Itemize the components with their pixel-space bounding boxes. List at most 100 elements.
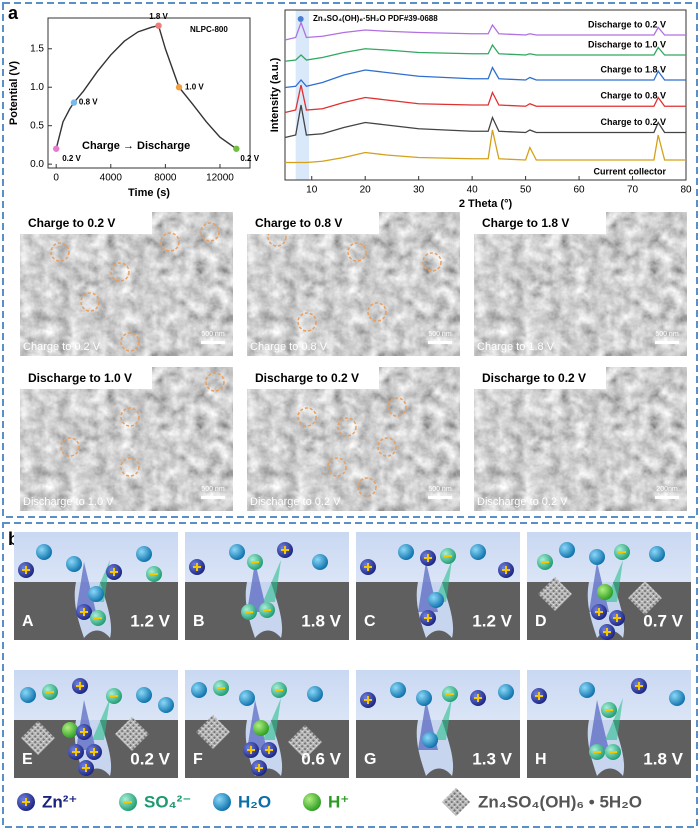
panel-voltage: 0.6 V bbox=[301, 749, 341, 768]
x-tick-label: 8000 bbox=[154, 173, 177, 184]
series-label: Charge to 1.8 V bbox=[600, 64, 666, 74]
highlight-circle bbox=[347, 242, 367, 262]
beam bbox=[434, 560, 452, 602]
x-tick-label: 30 bbox=[413, 185, 425, 196]
panel-letter: A bbox=[22, 613, 34, 630]
highlight-circle bbox=[377, 437, 397, 457]
x-tick-label: 70 bbox=[627, 185, 639, 196]
curve bbox=[55, 24, 237, 150]
highlight-circle bbox=[297, 312, 317, 332]
highlight-circle bbox=[80, 292, 100, 312]
y-tick-label: 1.5 bbox=[30, 43, 44, 54]
sem-title: Charge to 0.2 V bbox=[28, 216, 115, 230]
ion bbox=[498, 684, 514, 700]
y-tick-label: 0.0 bbox=[30, 159, 44, 170]
panel-voltage: 0.7 V bbox=[643, 611, 683, 630]
ion bbox=[589, 549, 605, 565]
ion bbox=[62, 722, 78, 738]
series-label: Charge to 0.8 V bbox=[600, 91, 666, 101]
panel-frame bbox=[2, 522, 698, 828]
sem-photo bbox=[474, 212, 687, 356]
annotation: NLPC-800 bbox=[190, 25, 228, 34]
beam bbox=[92, 698, 110, 740]
scale-label: 500 nm bbox=[428, 486, 452, 493]
ion bbox=[669, 690, 685, 706]
beam bbox=[263, 560, 281, 602]
highlight-circle bbox=[50, 242, 70, 262]
beam bbox=[434, 698, 452, 740]
ion bbox=[20, 687, 36, 703]
schematic-panel: G 1.3 V bbox=[356, 670, 520, 778]
beam bbox=[589, 700, 609, 750]
highlight-circle bbox=[337, 417, 357, 437]
sem-photo bbox=[20, 212, 233, 356]
highlight-circle bbox=[110, 262, 130, 282]
scale-label: 200nm bbox=[656, 486, 678, 493]
panel-letter: D bbox=[535, 613, 547, 630]
sem-caption: Discharge to 0.2 V bbox=[477, 496, 568, 508]
sem-photo bbox=[247, 212, 460, 356]
ion bbox=[416, 690, 432, 706]
ion bbox=[597, 584, 613, 600]
annotation: Zn₄SO₄(OH)₆·5H₂O PDF#39-0688 bbox=[313, 14, 438, 23]
ion bbox=[136, 546, 152, 562]
beam bbox=[605, 698, 623, 740]
xrd-curve bbox=[284, 65, 686, 89]
schematic-panel: F 0.6 V bbox=[185, 670, 349, 778]
x-tick-label: 0 bbox=[53, 173, 59, 184]
legend-label: Zn₄SO₄(OH)₆ • 5H₂O bbox=[478, 792, 642, 811]
schematic-panel: A 1.2 V bbox=[14, 532, 178, 640]
scale-label: 500 nm bbox=[201, 486, 225, 493]
ion bbox=[428, 592, 444, 608]
highlight-circle bbox=[160, 232, 180, 252]
ion bbox=[312, 554, 328, 570]
x-tick-label: 10 bbox=[306, 185, 318, 196]
ion bbox=[88, 586, 104, 602]
panel-label: b bbox=[8, 529, 19, 549]
panel-letter: H bbox=[535, 751, 547, 768]
ion bbox=[398, 544, 414, 560]
schematic-panel: D 0.7 V bbox=[527, 532, 691, 640]
sem-caption: Charge to 0.8 V bbox=[250, 341, 328, 353]
highlight-circle bbox=[367, 302, 387, 322]
sem-image: Charge to 0.2 V Charge to 0.2 V 500 nm bbox=[20, 212, 233, 356]
schematic-panel: C 1.2 V bbox=[356, 532, 520, 640]
x-axis-label: Time (s) bbox=[128, 187, 170, 199]
scale-label: 500 nm bbox=[201, 331, 225, 338]
panel-voltage: 1.8 V bbox=[301, 611, 341, 630]
y-axis-label: Intensity (a.u.) bbox=[269, 57, 281, 132]
x-tick-label: 60 bbox=[574, 185, 586, 196]
title-box bbox=[20, 367, 153, 389]
marker bbox=[52, 145, 60, 152]
highlight-circle bbox=[120, 332, 140, 352]
series-label: Charge to 0.2 V bbox=[600, 117, 666, 127]
title-box bbox=[247, 367, 380, 389]
x-tick-label: 80 bbox=[680, 185, 692, 196]
ion bbox=[136, 687, 152, 703]
scale-bar bbox=[428, 341, 452, 344]
highlight-circle bbox=[387, 397, 407, 417]
scale-bar bbox=[428, 496, 452, 499]
panel-label: a bbox=[8, 3, 19, 23]
legend-crystal bbox=[441, 787, 471, 817]
ion bbox=[36, 544, 52, 560]
data-label: 1.0 V bbox=[185, 82, 204, 91]
legend-label: H⁺ bbox=[328, 792, 349, 811]
y-tick-label: 1.0 bbox=[30, 82, 44, 93]
ion bbox=[66, 556, 82, 572]
ion bbox=[191, 682, 207, 698]
marker bbox=[155, 22, 162, 29]
sem-title: Discharge to 1.0 V bbox=[28, 371, 132, 385]
scale-bar bbox=[201, 341, 225, 344]
y-axis-label: Potential (V) bbox=[8, 61, 20, 126]
sem-photo bbox=[247, 367, 460, 511]
highlight-circle bbox=[120, 457, 140, 477]
sem-title: Discharge to 0.2 V bbox=[482, 371, 586, 385]
highlight-circle bbox=[327, 457, 347, 477]
title-box bbox=[20, 212, 153, 234]
panel-letter: E bbox=[22, 751, 33, 768]
ion bbox=[649, 546, 665, 562]
x-tick-label: 4000 bbox=[100, 173, 123, 184]
data-label: 0.2 V bbox=[240, 154, 259, 163]
